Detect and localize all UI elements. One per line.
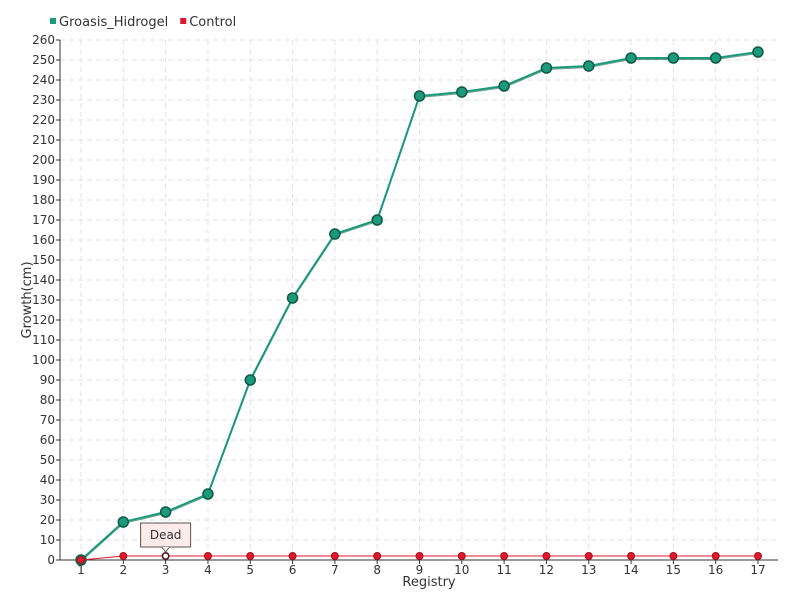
y-tick-label: 70 (40, 413, 55, 427)
data-point (498, 80, 510, 92)
y-tick-label: 220 (32, 113, 55, 127)
y-tick-label: 0 (47, 553, 55, 567)
y-tick-labels: 0 10 20 30 40 50 60 70 80 90 100 110 120 130 140 150 160… (32, 33, 55, 567)
y-tick-label: 100 (32, 353, 55, 367)
x-tick-label: 7 (331, 563, 339, 577)
x-axis-title: Registry (402, 575, 456, 590)
data-point (540, 62, 553, 74)
x-tick-label: 3 (162, 563, 170, 577)
x-tick-label: 13 (581, 563, 596, 577)
y-axis-title: Growth(cm) (20, 261, 35, 338)
data-point (667, 52, 680, 64)
y-tick-label: 190 (32, 173, 55, 187)
legend-item[interactable]: Groasis_Hidrogel (50, 15, 168, 30)
data-point (330, 552, 339, 560)
x-tick-label: 16 (708, 563, 723, 577)
y-tick-label: 260 (32, 33, 55, 47)
x-tick-label: 15 (666, 563, 681, 577)
y-tick-label: 20 (40, 513, 55, 527)
data-point (625, 52, 637, 64)
legend-swatch (180, 18, 187, 24)
x-tick-label: 1 (77, 563, 85, 577)
data-point (584, 552, 593, 560)
grid (60, 39, 778, 560)
data-point (542, 552, 551, 560)
data-point (457, 552, 466, 560)
data-point (754, 552, 762, 560)
data-point (159, 506, 172, 518)
y-tick-label: 210 (32, 133, 55, 147)
legend-label: Groasis_Hidrogel (59, 15, 168, 30)
annotations: Dead (140, 522, 192, 560)
data-point (709, 52, 722, 64)
y-tick-label: 90 (40, 373, 55, 387)
y-tick-label: 60 (40, 433, 55, 447)
series-groasis-hidrogel (75, 46, 764, 566)
data-point (500, 552, 509, 560)
y-tick-label: 180 (32, 193, 55, 207)
annotation-box (140, 522, 192, 548)
y-tick-label: 80 (40, 393, 55, 407)
annotation: Dead (140, 522, 192, 560)
data-point (371, 214, 383, 226)
data-point (244, 374, 256, 386)
data-point (77, 556, 85, 564)
data-point (627, 552, 636, 560)
data-point (329, 228, 341, 240)
data-point (288, 552, 297, 560)
legend-swatch (50, 18, 56, 24)
legend-item[interactable]: Control (180, 15, 236, 30)
y-tick-label: 50 (40, 453, 55, 467)
data-point (203, 552, 212, 560)
data-point (246, 552, 255, 560)
data-point (286, 292, 299, 304)
x-tick-label: 5 (246, 563, 254, 577)
y-tick-label: 150 (32, 253, 55, 267)
axes (56, 39, 778, 564)
data-point (669, 552, 678, 560)
data-point (415, 552, 424, 560)
y-tick-label: 230 (32, 93, 55, 107)
y-tick-label: 40 (40, 473, 55, 487)
x-tick-label: 6 (289, 563, 297, 577)
annotation-marker (162, 552, 170, 560)
data-point (119, 552, 128, 560)
y-tick-label: 140 (32, 273, 55, 287)
annotation-label: Dead (150, 528, 182, 542)
y-tick-label: 160 (32, 233, 55, 247)
x-tick-label: 9 (416, 563, 424, 577)
y-tick-label: 250 (32, 53, 55, 67)
x-tick-label: 10 (454, 563, 469, 577)
y-tick-label: 200 (32, 153, 55, 167)
x-tick-label: 8 (373, 563, 381, 577)
legend-label: Control (189, 15, 236, 30)
y-tick-label: 240 (32, 73, 55, 87)
data-point (373, 552, 382, 560)
y-tick-label: 120 (32, 313, 55, 327)
y-tick-label: 10 (40, 533, 55, 547)
data-point (711, 552, 720, 560)
x-tick-label: 11 (496, 563, 511, 577)
data-point (752, 46, 764, 58)
data-point (456, 86, 468, 98)
x-tick-label: 17 (750, 563, 765, 577)
data-point (202, 488, 214, 500)
series-layer (75, 46, 764, 566)
data-point (117, 516, 130, 528)
series-control (77, 552, 762, 564)
x-tick-label: 12 (539, 563, 554, 577)
x-tick-label: 4 (204, 563, 212, 577)
y-tick-label: 130 (32, 293, 55, 307)
y-tick-label: 30 (40, 493, 55, 507)
x-tick-labels: 1 2 3 4 5 6 7 8 9 10 11 12 13 14 15 16 17 (77, 563, 765, 577)
data-point (583, 60, 595, 72)
data-point (413, 90, 426, 102)
x-tick-label: 14 (623, 563, 638, 577)
annotation-pointer (161, 546, 171, 553)
legend[interactable]: Groasis_Hidrogel Control (50, 15, 236, 30)
y-tick-label: 110 (32, 333, 55, 347)
y-tick-label: 170 (32, 213, 55, 227)
x-tick-label: 2 (119, 563, 127, 577)
